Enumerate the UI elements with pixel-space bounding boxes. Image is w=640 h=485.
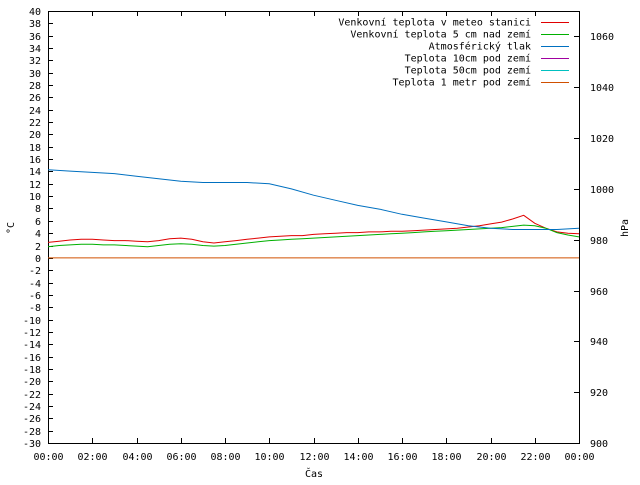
x-tick-label: 20:00 [476, 452, 506, 463]
x-tick-label: 14:00 [343, 452, 373, 463]
legend-label-4: Teplota 50cm pod zemí [405, 65, 531, 77]
right-tick-label: 900 [590, 439, 608, 450]
left-tick-label: -22 [23, 390, 41, 401]
legend-label-1: Venkovní teplota 5 cm nad zemí [350, 29, 531, 41]
left-tick-label: -16 [23, 353, 41, 364]
right-tick-label: 980 [590, 236, 608, 247]
right-tick-label: 940 [590, 337, 608, 348]
right-tick-label: 1000 [590, 185, 614, 196]
left-axis: 4038363432302826242220181614121086420-2-… [23, 7, 53, 450]
left-tick-label: 2 [35, 242, 41, 253]
y-axis-right-label: hPa [620, 219, 631, 237]
x-axis-label: Čas [305, 467, 323, 480]
left-tick-label: -2 [29, 266, 41, 277]
x-tick-label: 06:00 [166, 452, 196, 463]
left-tick-label: 18 [29, 143, 41, 154]
left-tick-label: 16 [29, 155, 41, 166]
left-tick-label: 22 [29, 118, 41, 129]
left-tick-label: 40 [29, 7, 41, 18]
right-tick-label: 1020 [590, 134, 614, 145]
right-tick-label: 920 [590, 388, 608, 399]
left-tick-label: 14 [29, 167, 41, 178]
left-tick-label: 10 [29, 192, 41, 203]
right-tick-label: 960 [590, 287, 608, 298]
left-tick-label: -28 [23, 427, 41, 438]
left-tick-label: 30 [29, 69, 41, 80]
right-tick-label: 1040 [590, 83, 614, 94]
x-tick-label: 02:00 [77, 452, 107, 463]
left-tick-label: -8 [29, 303, 41, 314]
x-axis: 00:00 02:00 04:00 06:00 08:00 10:00 12:00 14:00… [33, 11, 595, 463]
legend-label-5: Teplota 1 metr pod zemí [393, 77, 531, 89]
x-tick-label: 10:00 [254, 452, 284, 463]
left-tick-label: -26 [23, 414, 41, 425]
left-tick-label: 6 [35, 217, 41, 228]
left-tick-label: 38 [29, 19, 41, 30]
left-tick-label: -24 [23, 402, 41, 413]
x-tick-label: 00:00 [564, 452, 594, 463]
series-line-0 [47, 214, 580, 244]
left-tick-label: 36 [29, 32, 41, 43]
y-axis-left-label: °C [6, 222, 17, 234]
left-tick-label: 34 [29, 44, 41, 55]
series-lines [47, 169, 580, 259]
left-tick-label: -14 [23, 340, 41, 351]
x-tick-label: 00:00 [33, 452, 63, 463]
left-tick-label: 32 [29, 56, 41, 67]
left-tick-label: 20 [29, 130, 41, 141]
left-tick-label: 24 [29, 106, 41, 117]
left-tick-label: -30 [23, 439, 41, 450]
left-tick-label: -18 [23, 365, 41, 376]
left-tick-label: -4 [29, 279, 41, 290]
left-tick-label: 12 [29, 180, 41, 191]
left-tick-label: -20 [23, 377, 41, 388]
left-tick-label: -12 [23, 328, 41, 339]
left-tick-label: 0 [35, 254, 41, 265]
x-tick-label: 18:00 [431, 452, 461, 463]
series-line-2 [47, 169, 580, 230]
legend-label-2: Atmosférický tlak [429, 41, 531, 53]
x-tick-label: 22:00 [520, 452, 550, 463]
left-tick-label: -10 [23, 316, 41, 327]
left-tick-label: -6 [29, 291, 41, 302]
left-tick-label: 26 [29, 93, 41, 104]
legend-label-3: Teplota 10cm pod zemí [405, 53, 531, 65]
left-tick-label: 28 [29, 81, 41, 92]
x-tick-label: 04:00 [122, 452, 152, 463]
legend: Venkovní teplota v meteo staniciVenkovní… [338, 17, 569, 89]
right-axis: 1060 1040 1020 1000 980 960 940 920 900 [574, 32, 614, 450]
left-tick-label: 8 [35, 204, 41, 215]
x-tick-label: 08:00 [210, 452, 240, 463]
right-tick-label: 1060 [590, 32, 614, 43]
x-tick-label: 12:00 [299, 452, 329, 463]
left-tick-label: 4 [35, 229, 41, 240]
legend-label-0: Venkovní teplota v meteo stanici [338, 17, 531, 29]
x-tick-label: 16:00 [387, 452, 417, 463]
